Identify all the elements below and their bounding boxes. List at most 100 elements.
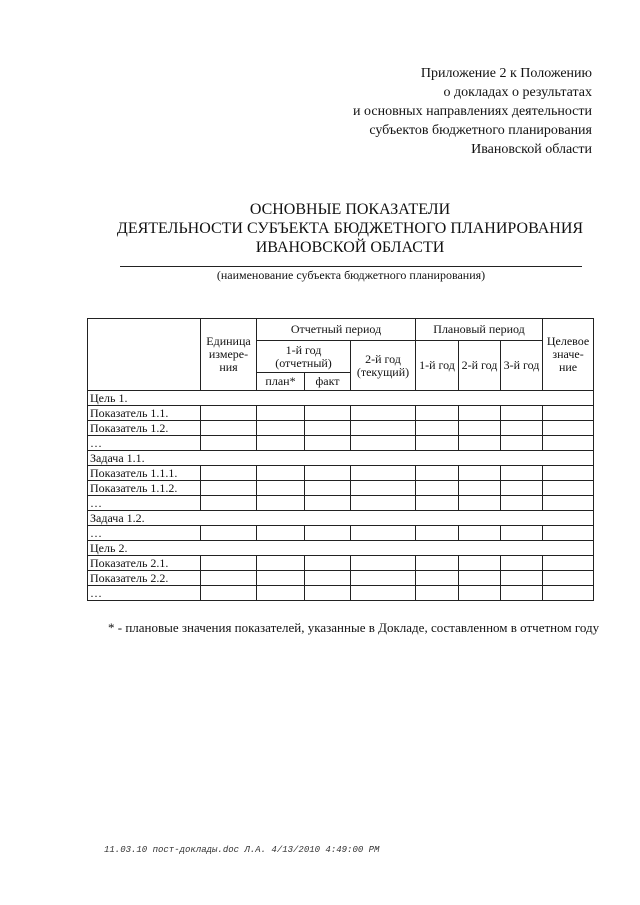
value-cell [349,435,417,451]
value-cell [256,495,305,511]
value-cell [415,465,460,481]
value-cell [200,405,257,421]
value-cell [542,480,595,496]
row-label: … [87,525,201,541]
footnote: * - плановые значения показателей, указа… [108,620,600,635]
value-cell [349,480,417,496]
value-cell [500,480,544,496]
value-cell [542,585,595,601]
value-cell [200,585,257,601]
header-plan-year2: 2-й год [458,340,502,391]
value-cell [458,570,502,586]
value-cell [349,465,417,481]
title-line: ОСНОВНЫЕ ПОКАЗАТЕЛИ [249,201,451,218]
value-cell [200,465,257,481]
table-row: … [87,435,595,451]
value-cell [415,570,460,586]
header-target: Целевое значе-ние [542,318,595,391]
value-cell [200,480,257,496]
table-row: Цель 1. [86,390,595,406]
value-cell [349,525,417,541]
row-label: Показатель 2.2. [87,570,201,586]
subject-name-line [120,266,582,267]
row-label: Показатель 1.2. [87,420,201,436]
header-plan-year1: 1-й год [415,340,460,391]
value-cell [458,480,502,496]
value-cell [458,435,502,451]
value-cell [304,435,351,451]
table-row: … [87,495,595,511]
value-cell [349,570,417,586]
value-cell [458,420,502,436]
table-row: Показатель 1.2. [87,420,595,436]
table-row: Показатель 1.1.2. [87,480,595,496]
value-cell [500,555,544,571]
value-cell [415,480,460,496]
value-cell [256,405,305,421]
table-row: … [87,525,595,541]
value-cell [500,495,544,511]
header-fact: факт [304,372,351,391]
value-cell [500,465,544,481]
value-cell [542,570,595,586]
table-row: Показатель 1.1.1. [87,465,595,481]
appendix-reference: Приложение 2 к Положению о докладах о ре… [353,64,592,159]
value-cell [415,495,460,511]
value-cell [458,555,502,571]
table-row: … [87,585,595,601]
value-cell [304,420,351,436]
header-year1-reporting: 1-й год (отчетный) [256,340,351,373]
value-cell [458,495,502,511]
value-cell [415,525,460,541]
appendix-line: и основных направлениях деятельности [353,104,592,119]
value-cell [200,435,257,451]
value-cell [415,405,460,421]
header-empty [87,318,201,391]
table-row: Цель 2. [86,540,595,556]
value-cell [500,405,544,421]
value-cell [200,570,257,586]
document-title: ОСНОВНЫЕ ПОКАЗАТЕЛИ ДЕЯТЕЛЬНОСТИ СУБЪЕКТ… [0,200,640,257]
value-cell [500,585,544,601]
table-row: Показатель 1.1. [87,405,595,421]
value-cell [415,555,460,571]
appendix-line: Приложение 2 к Положению [420,66,592,81]
row-label: Задача 1.1. [86,450,595,466]
table-row: Показатель 2.1. [87,555,595,571]
value-cell [500,435,544,451]
row-label: … [87,495,201,511]
header-plan-year3: 3-й год [500,340,544,391]
value-cell [304,465,351,481]
value-cell [304,480,351,496]
header-year2-current: 2-й год (текущий) [349,340,417,391]
value-cell [304,405,351,421]
value-cell [542,435,595,451]
appendix-line: субъектов бюджетного планирования [369,123,592,138]
row-label: … [87,585,201,601]
table-row: Показатель 2.2. [87,570,595,586]
header-plan: план* [256,372,305,391]
value-cell [542,465,595,481]
value-cell [256,435,305,451]
value-cell [542,525,595,541]
row-label: Показатель 2.1. [87,555,201,571]
value-cell [349,585,417,601]
value-cell [415,420,460,436]
value-cell [542,555,595,571]
value-cell [349,405,417,421]
value-cell [200,555,257,571]
title-line: ИВАНОВСКОЙ ОБЛАСТИ [255,239,445,256]
value-cell [349,495,417,511]
table-row: Задача 1.2. [86,510,595,526]
indicators-table: Единица измере-ния Отчетный период Плано… [86,318,595,601]
value-cell [304,585,351,601]
value-cell [200,495,257,511]
value-cell [256,555,305,571]
appendix-line: о докладах о результатах [443,85,592,100]
title-line: ДЕЯТЕЛЬНОСТИ СУБЪЕКТА БЮДЖЕТНОГО ПЛАНИРО… [116,220,584,237]
subject-caption: (наименование субъекта бюджетного планир… [216,268,486,282]
row-label: Цель 2. [86,540,595,556]
value-cell [500,525,544,541]
row-label: Показатель 1.1.1. [87,465,201,481]
